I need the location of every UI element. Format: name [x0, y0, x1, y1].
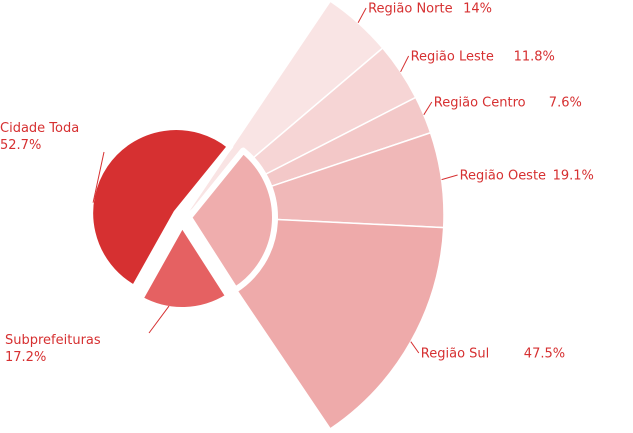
- label-regiao-norte: Região Norte: [368, 2, 452, 17]
- value-regiao-centro: 7.6%: [549, 96, 582, 111]
- label-subprefeituras: Subprefeituras: [5, 333, 101, 348]
- main-slice-breakdown: [185, 147, 278, 293]
- connector-regiao-oeste: [441, 174, 458, 181]
- connector-subprefeituras: [148, 305, 170, 334]
- main-slice-subprefeituras: [137, 220, 232, 313]
- connector-regiao-centro: [423, 101, 433, 116]
- connector-regiao-leste: [400, 55, 410, 73]
- value-subprefeituras: 17.2%: [5, 350, 46, 365]
- data-labels: Região Norte 14% Região Leste 11.8% Região C…: [0, 2, 594, 366]
- value-regiao-oeste: 19.1%: [553, 169, 594, 184]
- value-regiao-sul: 47.5%: [524, 347, 565, 362]
- value-cidade-toda: 52.7%: [0, 138, 41, 153]
- value-regiao-leste: 11.8%: [514, 50, 555, 65]
- label-regiao-sul: Região Sul: [421, 347, 489, 362]
- value-regiao-norte: 14%: [463, 2, 492, 17]
- main-slice-cidade-toda: [87, 124, 234, 292]
- label-regiao-oeste: Região Oeste: [460, 169, 546, 184]
- connector-regiao-norte: [357, 7, 367, 24]
- label-regiao-leste: Região Leste: [411, 50, 494, 65]
- main-pie: [87, 124, 278, 313]
- label-regiao-centro: Região Centro: [434, 96, 526, 111]
- label-cidade-toda: Cidade Toda: [0, 121, 79, 136]
- label-connectors: [92, 7, 458, 354]
- connector-cidade-toda: [92, 151, 105, 203]
- connector-regiao-sul: [410, 341, 420, 354]
